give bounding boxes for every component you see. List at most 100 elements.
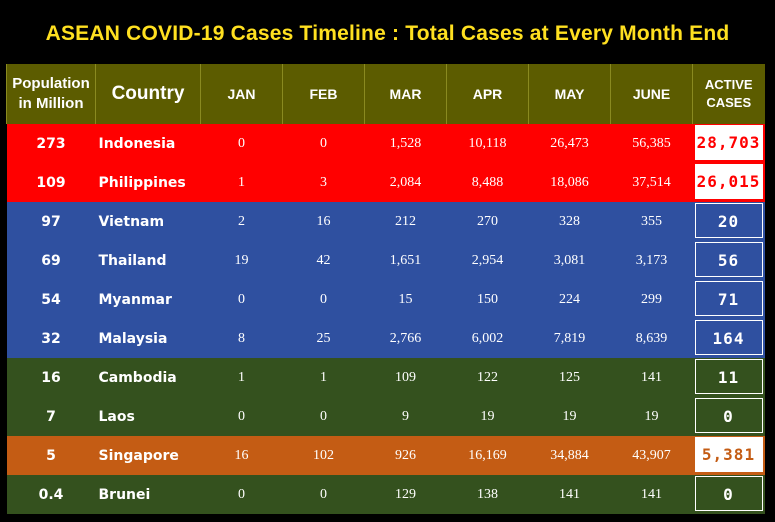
cases-cell-may: 26,473 [550, 135, 589, 151]
table-row-brunei: 0.4 Brunei 0 0 129 138 141 141 0 [6, 475, 765, 514]
cases-cell-apr: 2,954 [471, 252, 504, 268]
cases-cell-jan: 19 [234, 252, 249, 268]
cases-cell-feb: 42 [316, 252, 331, 268]
table-row-thailand: 69 Thailand 19 42 1,651 2,954 3,081 3,173 56 [6, 241, 765, 280]
cases-cell-apr: 16,169 [468, 447, 507, 463]
cases-cell-may: 328 [559, 213, 580, 229]
country-cell: Singapore [98, 447, 179, 464]
population-cell: 5 [46, 447, 56, 464]
cases-cell-feb: 0 [320, 408, 327, 424]
active-cases-value: 164 [694, 320, 763, 355]
active-cases-cell: 11 [693, 358, 765, 397]
table-row-laos: 7 Laos 0 0 9 19 19 19 0 [6, 397, 765, 436]
active-header-line2: CASES [706, 95, 752, 110]
cases-cell-apr: 150 [477, 291, 498, 307]
cases-cell-jan: 1 [238, 369, 245, 385]
table-row-indonesia: 273 Indonesia 0 0 1,528 10,118 26,473 56,385 28,… [6, 124, 765, 163]
population-cell: 273 [36, 135, 66, 152]
active-cases-value: 28,703 [694, 125, 763, 160]
active-header-line1: ACTIVE [704, 77, 753, 92]
cases-cell-mar: 2,766 [389, 330, 422, 346]
cases-cell-may: 224 [559, 291, 580, 307]
month-header-may: MAY [528, 64, 611, 124]
cases-cell-may: 141 [559, 486, 580, 502]
cases-cell-apr: 122 [477, 369, 498, 385]
cases-cell-feb: 102 [313, 447, 334, 463]
country-cell: Brunei [98, 486, 151, 503]
cases-cell-june: 19 [644, 408, 659, 424]
cases-cell-may: 7,819 [553, 330, 586, 346]
cases-cell-apr: 10,118 [468, 135, 507, 151]
cases-cell-mar: 212 [395, 213, 416, 229]
country-cell: Thailand [98, 252, 167, 269]
cases-cell-june: 3,173 [635, 252, 668, 268]
cases-cell-mar: 2,084 [389, 174, 422, 190]
active-cases-value: 26,015 [694, 164, 763, 199]
cases-cell-june: 141 [641, 369, 662, 385]
cases-cell-jan: 0 [238, 135, 245, 151]
header-row: Population in Million Country JAN FEB MA… [6, 64, 765, 124]
cases-cell-may: 3,081 [553, 252, 586, 268]
cases-cell-mar: 1,528 [389, 135, 422, 151]
chart-title: ASEAN COVID-19 Cases Timeline : Total Ca… [45, 22, 730, 45]
active-cases-cell: 164 [693, 319, 765, 358]
cases-cell-mar: 15 [398, 291, 413, 307]
cases-cell-june: 355 [641, 213, 662, 229]
population-cell: 54 [41, 291, 61, 308]
population-cell: 16 [41, 369, 61, 386]
cases-cell-mar: 926 [395, 447, 416, 463]
cases-cell-apr: 6,002 [471, 330, 504, 346]
cases-cell-jan: 0 [238, 486, 245, 502]
population-cell: 97 [41, 213, 61, 230]
active-cases-value: 0 [694, 476, 763, 511]
population-cell: 0.4 [38, 486, 64, 503]
covid-cases-table: Population in Million Country JAN FEB MA… [6, 64, 765, 514]
table-row-myanmar: 54 Myanmar 0 0 15 150 224 299 71 [6, 280, 765, 319]
cases-cell-june: 43,907 [632, 447, 671, 463]
country-cell: Philippines [98, 174, 186, 191]
cases-cell-may: 34,884 [550, 447, 589, 463]
active-cases-cell: 5,381 [693, 436, 765, 475]
cases-cell-feb: 1 [320, 369, 327, 385]
active-cases-cell: 20 [693, 202, 765, 241]
population-cell: 7 [46, 408, 56, 425]
active-cases-value: 11 [694, 359, 763, 394]
month-header-jan: JAN [200, 64, 283, 124]
month-header-mar: MAR [364, 64, 447, 124]
cases-cell-jan: 0 [238, 291, 245, 307]
cases-cell-feb: 0 [320, 291, 327, 307]
cases-cell-apr: 270 [477, 213, 498, 229]
active-cases-header: ACTIVE CASES [692, 64, 765, 124]
table-row-vietnam: 97 Vietnam 2 16 212 270 328 355 20 [6, 202, 765, 241]
country-cell: Cambodia [98, 369, 177, 386]
active-cases-value: 5,381 [694, 437, 763, 472]
cases-cell-feb: 25 [316, 330, 331, 346]
cases-cell-feb: 0 [320, 486, 327, 502]
active-cases-cell: 71 [693, 280, 765, 319]
active-cases-cell: 0 [693, 397, 765, 436]
country-cell: Vietnam [98, 213, 165, 230]
cases-cell-mar: 109 [395, 369, 416, 385]
active-cases-cell: 26,015 [693, 163, 765, 202]
population-cell: 32 [41, 330, 61, 347]
active-cases-cell: 0 [693, 475, 765, 514]
cases-cell-jan: 0 [238, 408, 245, 424]
cases-cell-june: 299 [641, 291, 662, 307]
cases-cell-june: 8,639 [635, 330, 668, 346]
cases-cell-mar: 129 [395, 486, 416, 502]
cases-cell-mar: 1,651 [389, 252, 422, 268]
table-row-philippines: 109 Philippines 1 3 2,084 8,488 18,086 37,514 26… [6, 163, 765, 202]
active-cases-value: 71 [694, 281, 763, 316]
active-cases-cell: 28,703 [693, 124, 765, 163]
cases-cell-jan: 2 [238, 213, 245, 229]
active-cases-value: 0 [694, 398, 763, 433]
cases-cell-apr: 8,488 [471, 174, 504, 190]
table-body: 273 Indonesia 0 0 1,528 10,118 26,473 56,385 28,… [6, 124, 765, 514]
month-header-june: JUNE [610, 64, 693, 124]
cases-cell-feb: 16 [316, 213, 331, 229]
active-cases-cell: 56 [693, 241, 765, 280]
cases-cell-may: 18,086 [550, 174, 589, 190]
population-cell: 109 [36, 174, 66, 191]
country-cell: Laos [98, 408, 135, 425]
cases-cell-apr: 138 [477, 486, 498, 502]
